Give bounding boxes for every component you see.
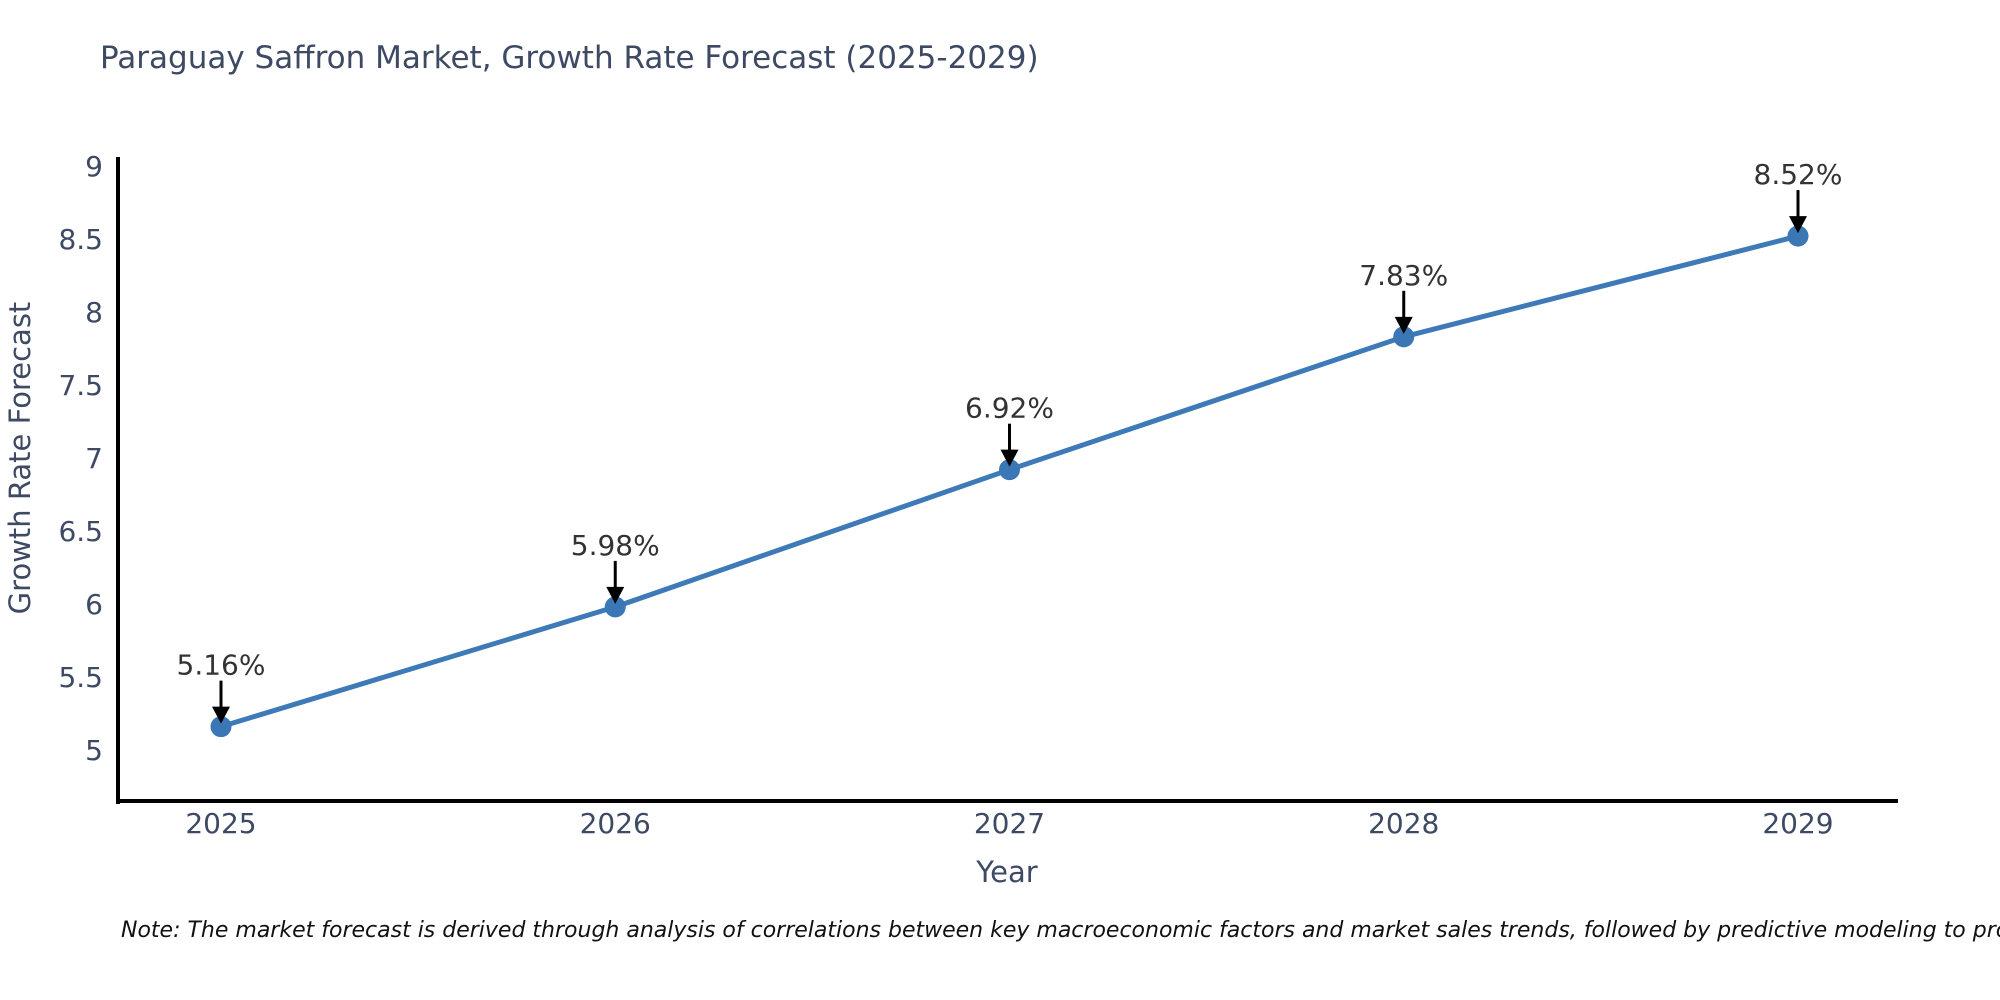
x-tick-label: 2026	[580, 807, 651, 840]
annotation-arrow-head	[1000, 449, 1019, 467]
y-tick-label: 5.5	[58, 661, 103, 694]
annotation-arrow-head	[212, 706, 230, 724]
y-tick-label: 8	[85, 296, 103, 329]
data-point-label: 8.52%	[1754, 158, 1843, 191]
x-axis-title: Year	[975, 855, 1037, 889]
x-tick-label: 2028	[1368, 807, 1439, 840]
series-line	[218, 233, 1801, 730]
footnote-text: Note: The market forecast is derived thr…	[121, 918, 2000, 943]
chart-title: Paraguay Saffron Market, Growth Rate For…	[100, 40, 1039, 76]
data-point-label: 7.83%	[1359, 259, 1448, 292]
annotation-arrow-head	[1394, 316, 1413, 334]
y-axis-title: Growth Rate Forecast	[3, 302, 37, 615]
x-tick-label: 2029	[1762, 807, 1833, 840]
y-tick-label: 5	[85, 734, 103, 767]
y-tick-label: 9	[85, 150, 103, 183]
x-tick-label: 2027	[974, 807, 1045, 840]
data-point-label: 5.16%	[177, 649, 266, 682]
x-tick-label: 2025	[185, 807, 256, 840]
annotation-arrow-head	[1789, 216, 1807, 234]
data-point-marker	[1393, 326, 1415, 348]
data-point-label: 5.98%	[571, 529, 660, 562]
y-tick-label: 7.5	[58, 369, 103, 402]
annotation-arrow-head	[606, 586, 625, 604]
data-point-label: 6.92%	[965, 392, 1054, 425]
data-point-marker	[210, 716, 232, 738]
y-tick-label: 8.5	[58, 223, 103, 256]
data-point-marker	[1787, 225, 1809, 247]
data-point-marker	[604, 596, 626, 618]
y-tick-label: 6.5	[58, 515, 103, 548]
data-point-marker	[999, 459, 1020, 481]
y-tick-label: 6	[85, 588, 103, 621]
y-tick-label: 7	[85, 442, 103, 475]
